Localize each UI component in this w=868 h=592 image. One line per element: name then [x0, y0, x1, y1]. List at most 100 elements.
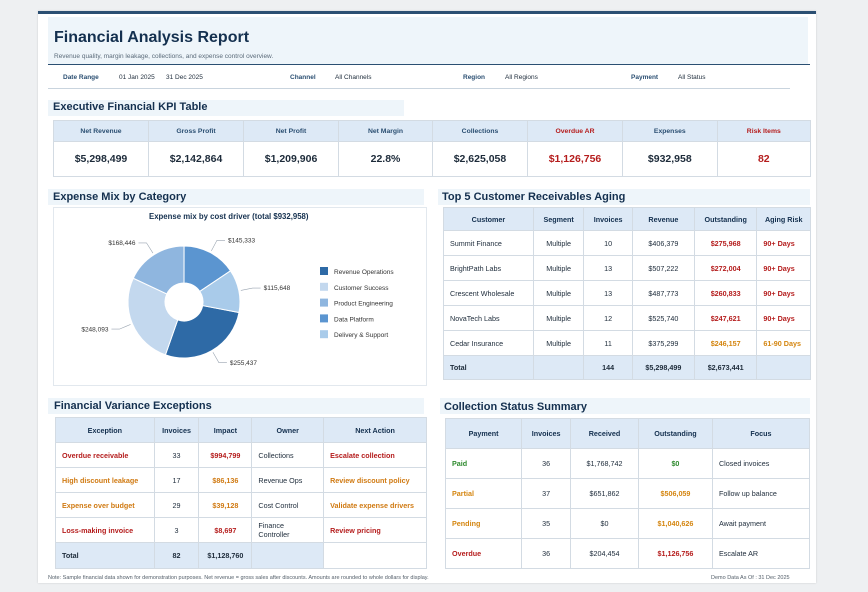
kpi-header: Collections	[431, 120, 528, 142]
aging-customer: BrightPath Labs	[443, 255, 534, 281]
footer-note: Note: Sample financial data shown for de…	[48, 575, 429, 581]
kpi-header: Overdue AR	[526, 120, 624, 142]
collection-focus: Closed invoices	[711, 448, 811, 479]
aging-invoices: 13	[583, 255, 633, 281]
variance-action: Escalate collection	[323, 442, 427, 468]
kpi-header: Gross Profit	[148, 120, 245, 142]
collection-received: $1,768,742	[570, 448, 639, 479]
filter-bar: Date Range 01 Jan 2025 31 Dec 2025 Chann…	[48, 68, 790, 88]
donut-slice-delivery-support	[199, 270, 241, 314]
collection-outstanding: $0	[637, 448, 713, 479]
aging-revenue: $507,222	[631, 255, 695, 281]
kpi-collections: $2,625,058	[431, 141, 528, 177]
aging-outstanding: $275,968	[693, 230, 758, 256]
collection-payment: Partial	[444, 478, 523, 509]
collection-received: $204,454	[570, 538, 639, 569]
table-total-row: Total 82 $1,128,760	[55, 542, 427, 569]
variance-owner: Collections	[251, 442, 325, 468]
slice-value-label: $168,446	[108, 240, 135, 247]
variance-table: Exception Invoices Impact Owner Next Act…	[55, 417, 427, 569]
channel-filter[interactable]: All Channels	[335, 74, 372, 81]
aging-invoices: 11	[583, 330, 633, 356]
donut-slice-customer-success	[127, 277, 179, 356]
collection-focus: Await payment	[711, 508, 811, 539]
collection-payment: Pending	[444, 508, 523, 539]
legend-label: Revenue Operations	[334, 269, 394, 276]
region-label: Region	[463, 74, 486, 81]
variance-owner: Revenue Ops	[251, 467, 325, 493]
aging-total-segment	[532, 355, 585, 380]
legend-label: Delivery & Support	[334, 332, 388, 339]
variance-total-impact: $1,128,760	[198, 542, 253, 569]
slice-leader-line	[138, 242, 154, 254]
collection-payment: Paid	[444, 448, 523, 479]
collection-received: $0	[570, 508, 639, 539]
aging-revenue: $487,773	[631, 280, 695, 306]
legend-label: Data Platform	[334, 316, 374, 323]
aging-total-revenue: $5,298,499	[631, 355, 695, 380]
variance-impact: $8,697	[198, 517, 253, 543]
legend-swatch	[320, 330, 328, 339]
region-filter[interactable]: All Regions	[505, 74, 538, 81]
legend-swatch	[320, 267, 328, 275]
collection-outstanding: $1,040,626	[637, 508, 713, 539]
slice-leader-line	[211, 239, 226, 251]
aging-customer: Cedar Insurance	[443, 330, 534, 356]
collection-invoices: 35	[521, 508, 572, 539]
kpi-risk-items: 82	[716, 141, 812, 177]
legend-swatch	[320, 314, 328, 323]
table-row: Overdue receivable 33 $994,799 Collectio…	[55, 442, 427, 468]
kpi-header: Net Revenue	[52, 120, 150, 142]
donut-slice-product-engineering	[132, 245, 185, 295]
table-row: High discount leakage 17 $86,136 Revenue…	[55, 467, 427, 493]
table-total-row: Total 144 $5,298,499 $2,673,441	[443, 355, 811, 380]
collection-focus: Follow up balance	[711, 478, 811, 509]
collection-invoices: 36	[521, 538, 572, 569]
variance-action: Validate expense drivers	[323, 492, 427, 518]
variance-invoices: 17	[153, 467, 200, 493]
variance-impact: $86,136	[198, 467, 253, 493]
aging-revenue: $406,379	[631, 230, 695, 256]
date-end[interactable]: 31 Dec 2025	[166, 74, 203, 81]
aging-segment: Multiple	[532, 330, 585, 356]
table-row: Loss-making invoice 3 $8,697 Finance Con…	[55, 517, 427, 543]
collection-title-bg	[440, 398, 810, 414]
footer-asof: Demo Data As Of : 31 Dec 2025	[711, 575, 790, 581]
kpi-net-profit: $1,209,906	[243, 141, 340, 177]
aging-header: Aging Risk	[756, 207, 811, 231]
aging-total-label: Total	[443, 355, 534, 380]
report-subtitle: Revenue quality, margin leakage, collect…	[54, 53, 274, 60]
variance-action: Review pricing	[323, 517, 427, 543]
kpi-net-revenue: $5,298,499	[52, 141, 150, 177]
variance-section-title: Financial Variance Exceptions	[54, 400, 212, 412]
date-start[interactable]: 01 Jan 2025	[119, 74, 155, 81]
aging-segment: Multiple	[532, 280, 585, 306]
aging-invoices: 12	[583, 305, 633, 331]
payment-filter[interactable]: All Status	[678, 74, 706, 81]
aging-customer: Summit Finance	[443, 230, 534, 256]
aging-total-risk	[756, 355, 811, 380]
variance-impact: $994,799	[198, 442, 253, 468]
table-row: Partial 37 $651,862 $506,059 Follow up b…	[444, 478, 811, 509]
variance-total-label: Total	[55, 542, 155, 569]
variance-exception: High discount leakage	[55, 467, 155, 493]
slice-value-label: $255,437	[230, 360, 257, 367]
kpi-title-bg	[48, 100, 404, 116]
kpi-table: Net Revenue Gross Profit Net Profit Net …	[52, 120, 812, 177]
aging-invoices: 13	[583, 280, 633, 306]
collection-focus: Escalate AR	[711, 538, 811, 569]
aging-header: Revenue	[631, 207, 695, 231]
variance-total-action	[323, 542, 427, 569]
legend-label: Product Engineering	[334, 301, 393, 308]
top-accent-bar	[38, 11, 816, 14]
aging-segment: Multiple	[532, 255, 585, 281]
kpi-header: Risk Items	[716, 120, 812, 142]
kpi-gross-profit: $2,142,864	[148, 141, 245, 177]
slice-value-label: $145,333	[228, 237, 255, 244]
header-band	[48, 17, 808, 64]
kpi-header: Expenses	[622, 120, 718, 142]
table-row: BrightPath Labs Multiple 13 $507,222 $27…	[443, 255, 811, 281]
variance-exception: Expense over budget	[55, 492, 155, 518]
variance-header: Owner	[251, 417, 325, 443]
expense-section-title: Expense Mix by Category	[53, 191, 187, 203]
